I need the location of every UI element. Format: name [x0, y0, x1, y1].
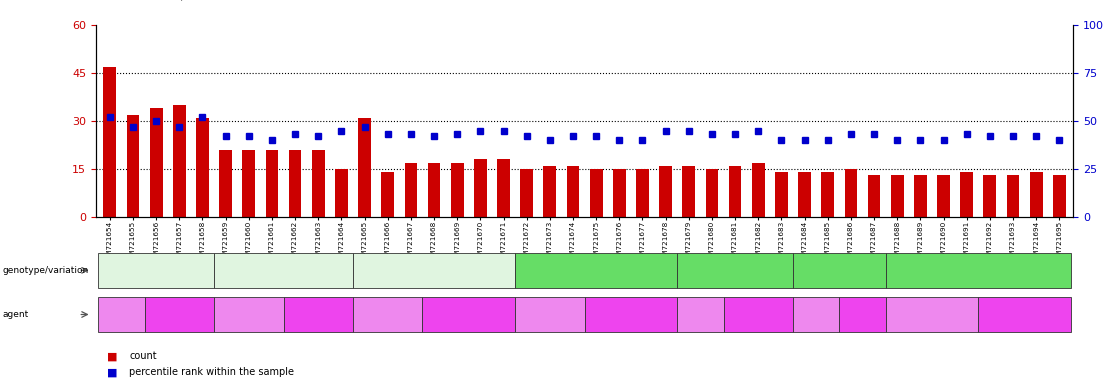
Bar — [660, 166, 672, 217]
Text: THRA wild type: THRA wild type — [126, 266, 186, 275]
Bar — [845, 169, 857, 217]
Text: control: control — [536, 310, 564, 319]
Bar — [961, 172, 973, 217]
Text: control: control — [374, 310, 401, 319]
Bar — [173, 105, 185, 217]
Bar — [428, 162, 440, 217]
Bar — [752, 162, 764, 217]
Bar — [1053, 175, 1065, 217]
Text: T3 thyronine: T3 thyronine — [733, 310, 783, 319]
Bar — [312, 150, 324, 217]
Bar — [521, 169, 533, 217]
Bar — [451, 162, 463, 217]
Bar — [1030, 172, 1042, 217]
Bar — [729, 166, 741, 217]
Bar — [636, 169, 649, 217]
Bar — [891, 175, 903, 217]
Bar — [775, 172, 788, 217]
Bar — [706, 169, 718, 217]
Text: genotype/variation: genotype/variation — [2, 266, 88, 275]
Text: count: count — [129, 351, 157, 361]
Bar — [382, 172, 394, 217]
Bar — [822, 172, 834, 217]
Text: T3 thyronine: T3 thyronine — [838, 310, 887, 319]
Text: THRA-RCCC mutant 6a: THRA-RCCC mutant 6a — [552, 266, 641, 275]
Bar — [1007, 175, 1019, 217]
Text: THRB-HCC mutant bN: THRB-HCC mutant bN — [692, 266, 779, 275]
Bar — [914, 175, 927, 217]
Bar — [497, 159, 510, 217]
Bar — [358, 118, 371, 217]
Bar — [590, 169, 602, 217]
Bar — [335, 169, 347, 217]
Bar — [868, 175, 880, 217]
Text: percentile rank within the sample: percentile rank within the sample — [129, 367, 295, 377]
Text: ■: ■ — [107, 351, 118, 361]
Bar — [613, 169, 625, 217]
Bar — [984, 175, 996, 217]
Text: THRB-RCCC mutant 15b: THRB-RCCC mutant 15b — [791, 266, 887, 275]
Text: THRB wild type: THRB wild type — [254, 266, 314, 275]
Bar — [799, 172, 811, 217]
Bar — [938, 175, 950, 217]
Bar — [567, 166, 579, 217]
Text: T3 thyronine: T3 thyronine — [293, 310, 343, 319]
Text: ■: ■ — [107, 367, 118, 377]
Bar — [266, 150, 278, 217]
Text: T3 thyronine: T3 thyronine — [154, 310, 204, 319]
Text: control: control — [919, 310, 945, 319]
Bar — [219, 150, 232, 217]
Bar — [289, 150, 301, 217]
Bar — [196, 118, 208, 217]
Bar — [405, 162, 417, 217]
Bar — [127, 114, 139, 217]
Text: control: control — [108, 310, 135, 319]
Text: T3 thyronine: T3 thyronine — [607, 310, 655, 319]
Text: control: control — [803, 310, 829, 319]
Bar — [104, 66, 116, 217]
Bar — [474, 159, 486, 217]
Bar — [544, 166, 556, 217]
Text: T3
thyronine: T3 thyronine — [450, 305, 488, 324]
Text: control (empty vector): control (empty vector) — [933, 266, 1024, 275]
Bar — [683, 166, 695, 217]
Text: control: control — [687, 310, 714, 319]
Text: GDS3945 / 8117543: GDS3945 / 8117543 — [118, 0, 245, 2]
Text: THRA-HCC mutant al: THRA-HCC mutant al — [393, 266, 475, 275]
Bar — [150, 108, 162, 217]
Text: control: control — [235, 310, 263, 319]
Text: agent: agent — [2, 310, 29, 319]
Text: T3 thyronine: T3 thyronine — [1000, 310, 1049, 319]
Bar — [243, 150, 255, 217]
